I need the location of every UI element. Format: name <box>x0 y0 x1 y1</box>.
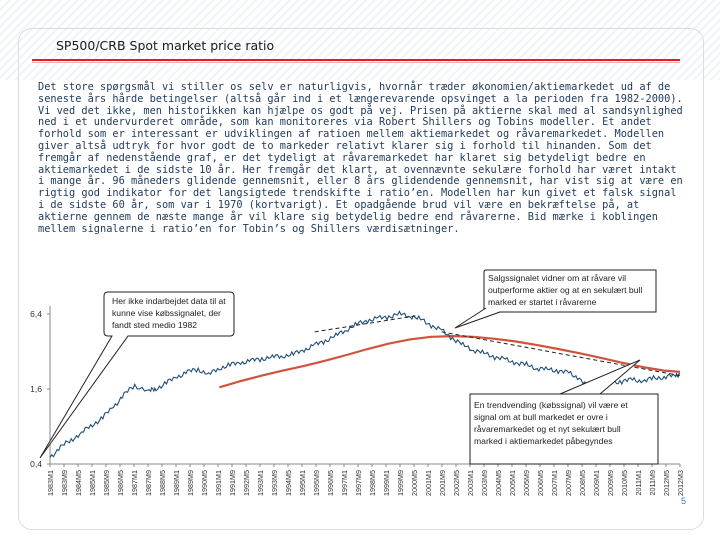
moving-average-line <box>219 334 681 389</box>
trend-line <box>441 331 681 377</box>
x-tick-label: 1989M1 <box>172 470 181 496</box>
x-tick-label: 2001M9 <box>438 470 447 496</box>
x-tick-label: 1999M1 <box>382 470 391 496</box>
ratio-chart: 6,4 1,6 0,4 1983M1 1983M9 1984M5 1985M1 1985M9… <box>30 269 685 496</box>
x-tick-label: 2000M5 <box>410 470 419 496</box>
x-tick-layer: 1983M1 1983M9 1984M5 1985M1 1985M9 1986M5 1987… <box>46 464 685 496</box>
callout-top-right-shape <box>483 269 657 313</box>
x-tick-label: 1997M9 <box>354 470 363 496</box>
callout-bottom-right-shape <box>469 359 659 465</box>
slide-frame <box>18 28 704 530</box>
x-tick-label: 1995M1 <box>298 470 307 496</box>
x-tick-label: 1984M5 <box>74 470 83 496</box>
x-tick-label: 2005M9 <box>522 470 531 496</box>
callout-top-right-line: Salgssignalet vidner om at råvare vil <box>488 273 626 283</box>
x-tick-label: 1987M9 <box>144 470 153 496</box>
x-tick-label: 2008M5 <box>578 470 587 496</box>
moving-average-layer <box>219 334 681 389</box>
x-tick-label: 2012M5 <box>662 470 671 496</box>
x-tick-label: 1988M5 <box>158 470 167 496</box>
callout-bottom-right-line: signal om at bull markedet er ovre i <box>474 412 608 422</box>
x-tick-label: 1983M9 <box>60 470 69 496</box>
trend-line <box>314 315 417 333</box>
x-tick-label: 2012M3 <box>676 470 685 496</box>
x-tick-label: 1991M9 <box>228 470 237 496</box>
x-tick-label: 1987M1 <box>130 470 139 496</box>
callout-bottom-right-line: råvaremarkedet og et nyt sekulært bull <box>474 424 621 434</box>
x-tick-label: 2003M9 <box>480 470 489 496</box>
callout-left-line: fandt sted medio 1982 <box>112 320 197 330</box>
x-tick-label: 1991M1 <box>214 470 223 496</box>
x-tick-label: 2011M9 <box>648 470 657 495</box>
title-underline <box>32 59 680 61</box>
chart-container: 6,4 1,6 0,4 1983M1 1983M9 1984M5 1985M1 1985M9… <box>0 268 720 540</box>
x-tick-label: 2010M5 <box>620 470 629 496</box>
callout-left-shape <box>39 291 235 459</box>
price-ratio-line <box>49 310 681 458</box>
x-tick-label: 1992M5 <box>242 470 251 496</box>
x-tick-label: 1997M1 <box>340 470 349 496</box>
x-tick-label: 1999M9 <box>396 470 405 496</box>
x-tick-label: 1993M9 <box>270 470 279 496</box>
x-tick-label: 2005M1 <box>508 470 517 496</box>
x-tick-label: 1986M5 <box>116 470 125 496</box>
x-tick-label: 1985M1 <box>88 470 97 496</box>
x-tick-label: 2003M1 <box>466 470 475 496</box>
callout-left-line: Her ikke indarbejdet data til at <box>112 296 226 306</box>
x-tick-label: 1990M5 <box>200 470 209 496</box>
x-tick-label: 1985M9 <box>102 470 111 496</box>
header-background <box>0 0 720 80</box>
x-tick-label: 1998M5 <box>368 470 377 496</box>
x-tick-label: 1993M1 <box>256 470 265 496</box>
y-tick-layer: 6,4 1,6 0,4 <box>30 309 50 469</box>
price-ratio-layer <box>49 310 681 458</box>
x-tick-label: 2006M5 <box>536 470 545 496</box>
callout-top-right: Salgssignalet vidner om at råvare vil ou… <box>454 269 657 329</box>
body-paragraph: Det store spørgsmål vi stiller os selv e… <box>38 81 683 235</box>
title-underline-shadow <box>32 62 680 63</box>
y-tick-label: 1,6 <box>30 384 42 394</box>
callout-bottom-right-line: En trendvending (købssignal) vil være et <box>474 400 628 410</box>
callout-top-right-line: outperforme aktier og at en sekulært bul… <box>488 285 642 295</box>
callout-top-right-pointer <box>454 307 501 329</box>
x-tick-label: 1995M9 <box>312 470 321 496</box>
x-tick-label: 1994M5 <box>284 470 293 496</box>
x-tick-label: 2007M9 <box>564 470 573 496</box>
slide-title: SP500/CRB Spot market price ratio <box>56 38 275 53</box>
x-tick-label: 1996M5 <box>326 470 335 496</box>
x-tick-label: 2011M1 <box>634 470 643 495</box>
callout-top-right-line: marked er startet i råvarerne <box>488 297 597 307</box>
x-tick-label: 2009M1 <box>592 470 601 496</box>
callout-left: Her ikke indarbejdet data til at kunne v… <box>39 291 235 459</box>
trend-lines-layer <box>314 315 681 377</box>
x-tick-label: 2009M9 <box>606 470 615 496</box>
y-tick-label: 0,4 <box>30 459 42 469</box>
y-tick-label: 6,4 <box>30 309 42 319</box>
x-tick-label: 2001M1 <box>424 470 433 496</box>
x-tick-label: 2002M5 <box>452 470 461 496</box>
x-tick-label: 1989M9 <box>186 470 195 496</box>
callout-bottom-right: En trendvending (købssignal) vil være et… <box>469 359 659 465</box>
callout-left-line: kunne vise købssignalet, der <box>112 308 221 318</box>
page-number: 5 <box>680 496 686 506</box>
x-tick-label: 1983M1 <box>46 470 55 496</box>
callout-bottom-right-line: marked i aktiemarkedet påbegyndes <box>474 436 613 446</box>
x-tick-label: 2007M1 <box>550 470 559 496</box>
x-tick-label: 2004M5 <box>494 470 503 496</box>
